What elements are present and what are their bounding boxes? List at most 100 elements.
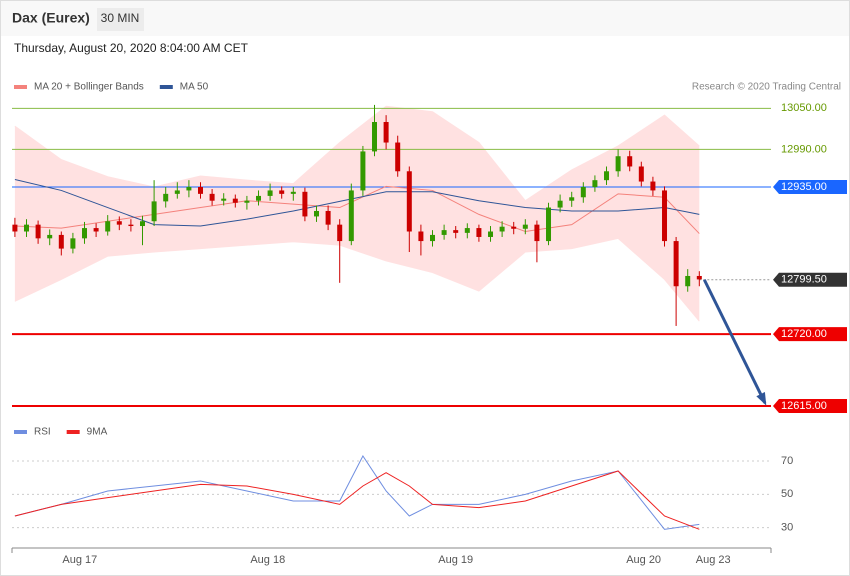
candle-body [47,234,53,239]
candle-body [290,191,296,194]
legend-swatch [14,430,27,434]
y-tick-label: 70 [781,455,793,467]
candle-body [650,181,656,191]
legend-label: RSI [34,427,51,438]
candle-body [58,234,64,249]
candle-body [70,238,76,249]
candle-body [441,230,447,235]
candle-body [534,224,540,242]
legend-label: MA 50 [180,82,209,93]
candle-body [546,207,552,242]
candle-body [12,224,18,232]
candle-body [82,228,88,239]
candle-body [314,210,320,217]
candle-body [580,187,586,198]
level-label-box [773,327,847,342]
indicator-line [14,179,700,227]
candle-body [662,190,668,242]
instrument-title: Dax (Eurex) [12,10,90,26]
candle-body [615,156,621,172]
bollinger-band [14,106,700,322]
level-label-box [773,272,847,287]
candle-body [256,195,262,201]
y-tick-label: 50 [781,488,793,500]
level-label: 13050.00 [781,102,827,114]
projection-arrow-head [756,391,767,406]
candle-body [93,228,99,232]
candle-body [418,231,424,242]
level-label: 12720.00 [781,328,827,340]
band-edge [14,237,700,322]
candle-body [221,198,227,201]
candle-body [430,234,436,242]
candle-body [209,193,215,201]
candle-body [337,224,343,242]
candle-body [302,191,308,217]
candle-body [464,228,470,233]
date: Thursday, August 20, 2020 8:04:00 AM CET [14,41,249,55]
legend-swatch [14,85,27,89]
credit: Research © 2020 Trading Central [692,82,841,93]
indicator-line [14,455,700,530]
x-tick-label: Aug 19 [438,554,473,566]
projection-arrow [702,279,767,404]
candle-body [453,230,459,233]
candle-body [638,166,644,182]
candle-body [395,142,401,172]
x-tick-label: Aug 23 [696,554,731,566]
candle-body [372,122,378,152]
legend-swatch [159,85,173,89]
x-tick-label: Aug 17 [62,554,97,566]
candle-body [186,187,192,191]
candle-body [673,241,679,287]
x-tick-label: Aug 18 [250,554,285,566]
level-label: 12799.50 [781,274,827,286]
legend-label: 9MA [87,427,108,438]
level-label: 12990.00 [781,143,827,155]
y-tick-label: 30 [781,522,793,534]
candle-body [232,198,238,203]
candle-body [488,231,494,237]
candle-body [522,224,528,229]
candle-body [511,226,517,229]
candle-body [35,224,41,239]
candle-body [476,228,482,237]
candle-body [569,197,575,201]
candle-body [244,200,250,203]
candle-body [685,275,691,287]
level-label-box [773,180,847,195]
candle-body [592,180,598,188]
candle-body [151,201,157,222]
candle-body [360,151,366,191]
interval[interactable]: 30 MIN [101,11,140,25]
candle-body [383,122,389,143]
candle-body [267,190,273,196]
legend-swatch [66,430,80,434]
band-edge [14,105,700,202]
candle-body [198,187,204,194]
candle-body [627,156,633,167]
indicator-line [14,470,700,530]
level-label: 12615.00 [781,400,827,412]
candle-body [24,224,30,232]
legend-label: MA 20 + Bollinger Bands [34,82,144,93]
candle-body [557,200,563,208]
candle-body [116,221,122,225]
candle-body [499,226,505,232]
level-label-box [773,398,847,413]
candle-body [163,193,169,202]
level-label: 12935.00 [781,181,827,193]
candle-body [140,221,146,227]
candle-body [696,275,702,280]
candle-body [348,190,354,242]
candle-body [325,210,331,225]
candle-body [279,190,285,194]
candle-body [174,190,180,194]
x-tick-label: Aug 20 [626,554,661,566]
interval-box [97,8,144,31]
candle-body [406,171,412,232]
candle-body [105,221,111,232]
candle-body [128,224,134,227]
